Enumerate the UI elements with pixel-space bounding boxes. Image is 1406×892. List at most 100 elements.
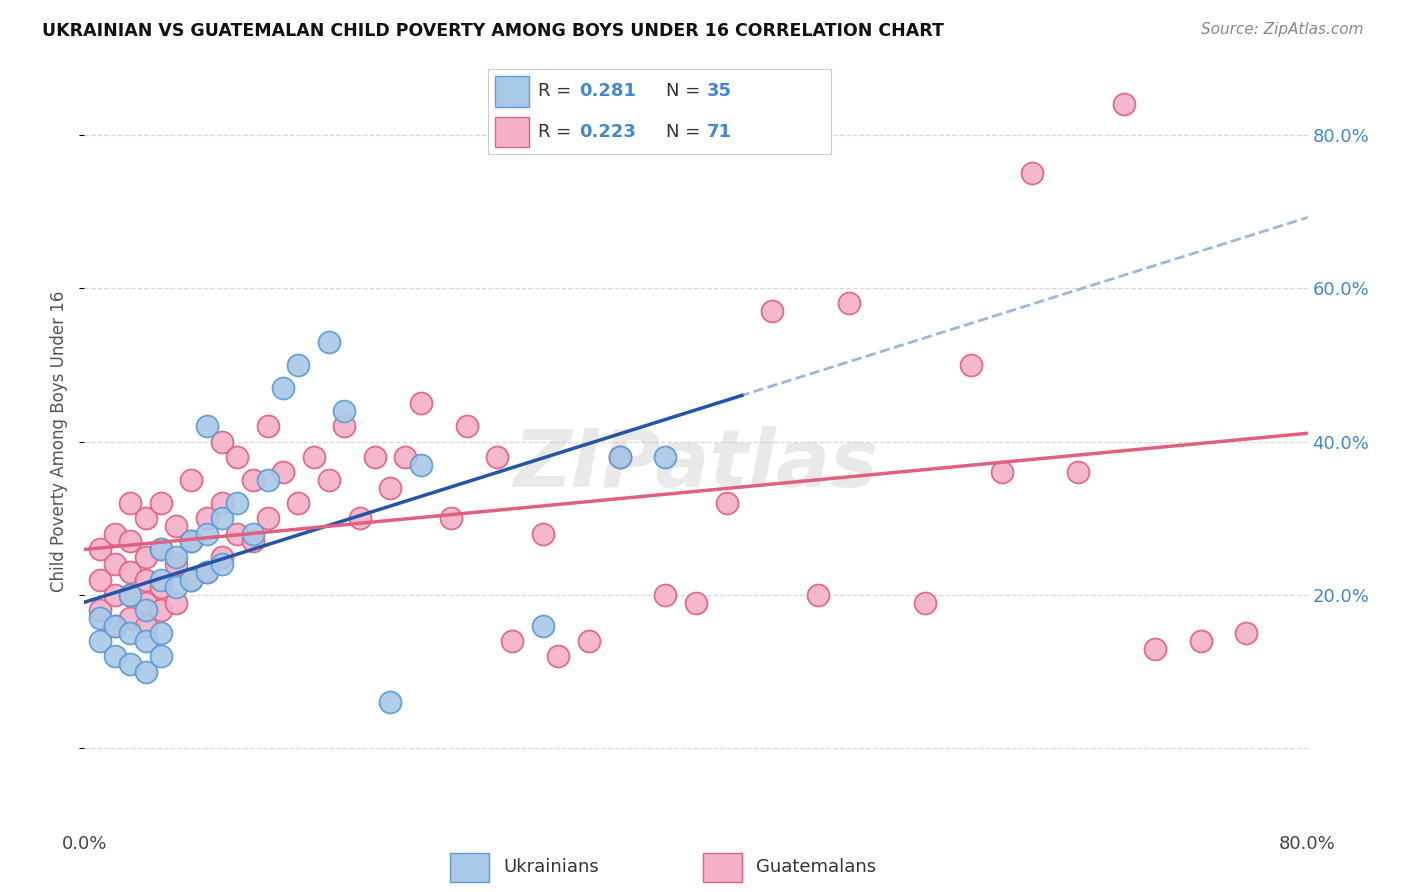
Point xyxy=(1236,626,1258,640)
Point xyxy=(135,511,157,525)
Point xyxy=(135,549,157,564)
Point xyxy=(89,603,111,617)
Point xyxy=(135,603,157,617)
Point xyxy=(89,634,111,648)
Point xyxy=(991,465,1014,479)
Point xyxy=(135,634,157,648)
Point xyxy=(1021,166,1043,180)
Point xyxy=(409,396,432,410)
Point xyxy=(1114,97,1136,112)
Point xyxy=(394,450,416,464)
FancyBboxPatch shape xyxy=(450,854,489,881)
Point xyxy=(257,511,280,525)
Point xyxy=(531,618,554,632)
Point xyxy=(180,573,202,587)
Point xyxy=(104,618,127,632)
Point xyxy=(195,526,218,541)
Point xyxy=(654,588,676,602)
Point xyxy=(302,450,325,464)
Point xyxy=(914,596,936,610)
Point xyxy=(165,580,187,594)
Point xyxy=(271,465,294,479)
Point xyxy=(1067,465,1090,479)
Point xyxy=(318,473,340,487)
Point xyxy=(685,596,707,610)
Point xyxy=(486,450,509,464)
Point xyxy=(120,611,142,625)
Point xyxy=(271,381,294,395)
Point xyxy=(226,450,249,464)
Point xyxy=(838,296,860,310)
Point xyxy=(149,573,172,587)
Point xyxy=(716,496,738,510)
Point xyxy=(165,549,187,564)
Y-axis label: Child Poverty Among Boys Under 16: Child Poverty Among Boys Under 16 xyxy=(51,291,69,592)
Point xyxy=(409,458,432,472)
Point xyxy=(180,473,202,487)
Point xyxy=(333,404,356,418)
Point xyxy=(211,549,233,564)
Point xyxy=(333,419,356,434)
Point xyxy=(195,565,218,579)
Point xyxy=(1189,634,1212,648)
FancyBboxPatch shape xyxy=(703,854,742,881)
Point xyxy=(89,611,111,625)
Point xyxy=(242,534,264,549)
Point xyxy=(578,634,600,648)
Point xyxy=(242,473,264,487)
Point xyxy=(195,511,218,525)
Point xyxy=(120,565,142,579)
Point xyxy=(149,649,172,664)
Point xyxy=(149,541,172,556)
Point xyxy=(287,358,309,372)
Point xyxy=(149,580,172,594)
Point xyxy=(257,473,280,487)
Point xyxy=(104,588,127,602)
Point xyxy=(1143,641,1166,656)
Point xyxy=(104,526,127,541)
Text: Ukrainians: Ukrainians xyxy=(503,858,599,877)
Point xyxy=(135,573,157,587)
Point xyxy=(654,450,676,464)
Point xyxy=(120,657,142,671)
Point xyxy=(531,526,554,541)
Point xyxy=(165,596,187,610)
Point xyxy=(609,450,631,464)
Point xyxy=(195,565,218,579)
Point xyxy=(211,558,233,572)
Point xyxy=(318,334,340,349)
Point xyxy=(609,450,631,464)
Point xyxy=(120,588,142,602)
Point xyxy=(211,496,233,510)
Point xyxy=(120,496,142,510)
Point xyxy=(242,526,264,541)
Point xyxy=(135,665,157,679)
Point xyxy=(195,419,218,434)
Point xyxy=(120,626,142,640)
Text: UKRAINIAN VS GUATEMALAN CHILD POVERTY AMONG BOYS UNDER 16 CORRELATION CHART: UKRAINIAN VS GUATEMALAN CHILD POVERTY AM… xyxy=(42,22,943,40)
Point xyxy=(149,626,172,640)
Text: Guatemalans: Guatemalans xyxy=(756,858,876,877)
Point xyxy=(287,496,309,510)
Point xyxy=(120,588,142,602)
Point xyxy=(257,419,280,434)
Point xyxy=(135,618,157,632)
Point xyxy=(165,558,187,572)
Text: ZIPatlas: ZIPatlas xyxy=(513,425,879,504)
Point xyxy=(502,634,524,648)
Point xyxy=(180,534,202,549)
Point xyxy=(380,695,402,709)
Point xyxy=(380,481,402,495)
Point xyxy=(440,511,463,525)
Text: Source: ZipAtlas.com: Source: ZipAtlas.com xyxy=(1201,22,1364,37)
Point xyxy=(807,588,830,602)
Point xyxy=(89,573,111,587)
Point xyxy=(135,596,157,610)
Point xyxy=(364,450,387,464)
Point xyxy=(226,526,249,541)
Point xyxy=(180,573,202,587)
Point xyxy=(120,534,142,549)
Point xyxy=(149,496,172,510)
Point xyxy=(761,304,783,318)
Point xyxy=(149,541,172,556)
